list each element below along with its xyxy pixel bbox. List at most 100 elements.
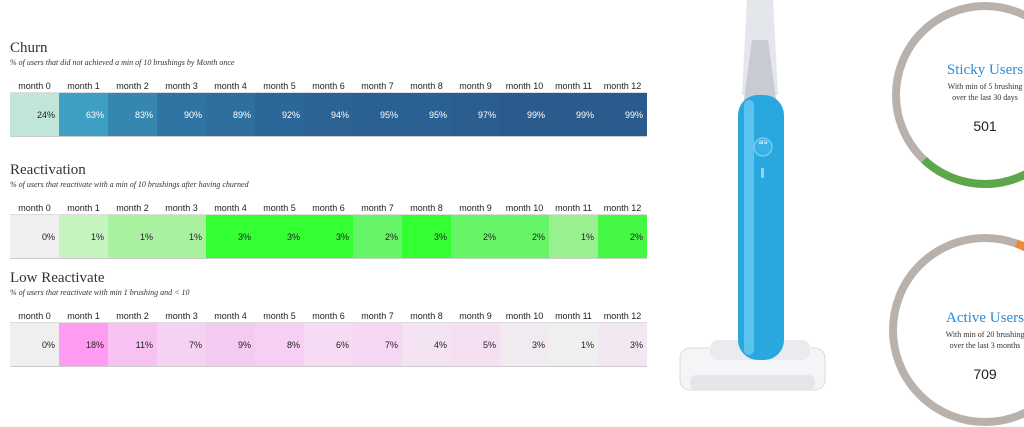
column-header: month 12 bbox=[603, 311, 642, 321]
column-header: month 8 bbox=[410, 81, 443, 91]
column-header: month 11 bbox=[555, 203, 592, 213]
column-header: month 8 bbox=[410, 203, 443, 213]
gauge-arc bbox=[889, 234, 1024, 427]
heat-cell: 2% bbox=[500, 215, 549, 258]
column-header: month 5 bbox=[263, 81, 296, 91]
heat-cell: 3% bbox=[598, 323, 647, 366]
heat-cell: 83% bbox=[108, 93, 157, 136]
column-header: month 4 bbox=[214, 81, 247, 91]
column-header: month 10 bbox=[505, 311, 544, 321]
column-header: month 12 bbox=[603, 203, 642, 213]
heat-cell: 0% bbox=[10, 323, 59, 366]
heat-cell: 3% bbox=[402, 215, 451, 258]
column-header: month 10 bbox=[505, 81, 544, 91]
row-rule bbox=[10, 366, 647, 367]
heat-cell: 1% bbox=[108, 215, 157, 258]
heat-cell: 2% bbox=[353, 215, 402, 258]
row-rule bbox=[10, 136, 647, 137]
heat-cell: 3% bbox=[255, 215, 304, 258]
gauge-title: Active Users bbox=[946, 310, 1024, 326]
column-header: month 10 bbox=[505, 203, 544, 213]
section-title: Churn bbox=[10, 40, 48, 56]
brush-neck-shade bbox=[744, 40, 776, 100]
heat-cell: 95% bbox=[353, 93, 402, 136]
column-header: month 2 bbox=[116, 81, 149, 91]
heat-cell: 95% bbox=[402, 93, 451, 136]
column-header: month 2 bbox=[116, 311, 149, 321]
heat-cell: 1% bbox=[549, 323, 598, 366]
heat-cell: 5% bbox=[451, 323, 500, 366]
column-header: month 0 bbox=[18, 81, 51, 91]
gauge-caption: With min of 20 brushing bbox=[945, 330, 1024, 339]
heat-cell: 7% bbox=[353, 323, 402, 366]
column-header: month 3 bbox=[165, 81, 198, 91]
column-header: month 3 bbox=[165, 203, 198, 213]
section-title: Low Reactivate bbox=[10, 270, 105, 286]
column-header: month 7 bbox=[361, 203, 394, 213]
heat-cell: 1% bbox=[549, 215, 598, 258]
column-header: month 2 bbox=[116, 203, 149, 213]
column-header: month 0 bbox=[18, 203, 51, 213]
heat-cell: 99% bbox=[549, 93, 598, 136]
column-header: month 5 bbox=[263, 311, 296, 321]
column-header: month 9 bbox=[459, 311, 492, 321]
header-rule bbox=[10, 322, 647, 323]
heat-cell: 3% bbox=[500, 323, 549, 366]
heat-cell: 1% bbox=[59, 215, 108, 258]
column-header: month 7 bbox=[361, 81, 394, 91]
column-header: month 9 bbox=[459, 203, 492, 213]
column-header: month 12 bbox=[603, 81, 642, 91]
brush-label: ara bbox=[758, 140, 768, 146]
heat-cell: 2% bbox=[598, 215, 647, 258]
heat-cell: 90% bbox=[157, 93, 206, 136]
heat-cell: 4% bbox=[402, 323, 451, 366]
heat-cell: 8% bbox=[255, 323, 304, 366]
row-rule bbox=[10, 258, 647, 259]
header-rule bbox=[10, 92, 647, 93]
gauge-title: Sticky Users bbox=[946, 62, 1024, 78]
section-subtitle: % of users that reactivate with min 1 br… bbox=[10, 288, 190, 297]
heat-cell: 97% bbox=[451, 93, 500, 136]
heat-cell: 3% bbox=[206, 215, 255, 258]
column-header: month 4 bbox=[214, 311, 247, 321]
column-header: month 11 bbox=[555, 311, 592, 321]
heat-cell: 94% bbox=[304, 93, 353, 136]
column-header: month 8 bbox=[410, 311, 443, 321]
column-header: month 6 bbox=[312, 203, 345, 213]
heat-cell: 9% bbox=[206, 323, 255, 366]
gauge-arc bbox=[892, 2, 1024, 188]
column-header: month 4 bbox=[214, 203, 247, 213]
column-header: month 0 bbox=[18, 311, 51, 321]
header-rule bbox=[10, 214, 647, 215]
column-header: month 6 bbox=[312, 311, 345, 321]
gauge-value: 709 bbox=[973, 366, 997, 382]
column-header: month 1 bbox=[67, 81, 100, 91]
section-title: Reactivation bbox=[10, 162, 86, 178]
heat-cell: 63% bbox=[59, 93, 108, 136]
gauge-caption: over the last 3 months bbox=[949, 341, 1021, 350]
gauge-value: 501 bbox=[973, 118, 997, 134]
gauge-caption: With min of 5 brushing bbox=[947, 82, 1023, 91]
heat-cell: 18% bbox=[59, 323, 108, 366]
column-header: month 1 bbox=[67, 203, 100, 213]
column-header: month 1 bbox=[67, 311, 100, 321]
column-header: month 9 bbox=[459, 81, 492, 91]
heat-cell: 92% bbox=[255, 93, 304, 136]
heat-cell: 6% bbox=[304, 323, 353, 366]
heat-cell: 1% bbox=[157, 215, 206, 258]
brush-highlight bbox=[744, 100, 754, 355]
brush-led bbox=[761, 168, 764, 178]
column-header: month 3 bbox=[165, 311, 198, 321]
brush-base-shadow bbox=[690, 375, 815, 390]
column-header: month 11 bbox=[555, 81, 592, 91]
column-header: month 5 bbox=[263, 203, 296, 213]
gauge-caption: over the last 30 days bbox=[952, 93, 1018, 102]
column-header: month 6 bbox=[312, 81, 345, 91]
gauge-ring bbox=[889, 234, 1024, 426]
heat-cell: 3% bbox=[304, 215, 353, 258]
heat-cell: 2% bbox=[451, 215, 500, 258]
column-header: month 7 bbox=[361, 311, 394, 321]
brush-button bbox=[753, 137, 773, 157]
